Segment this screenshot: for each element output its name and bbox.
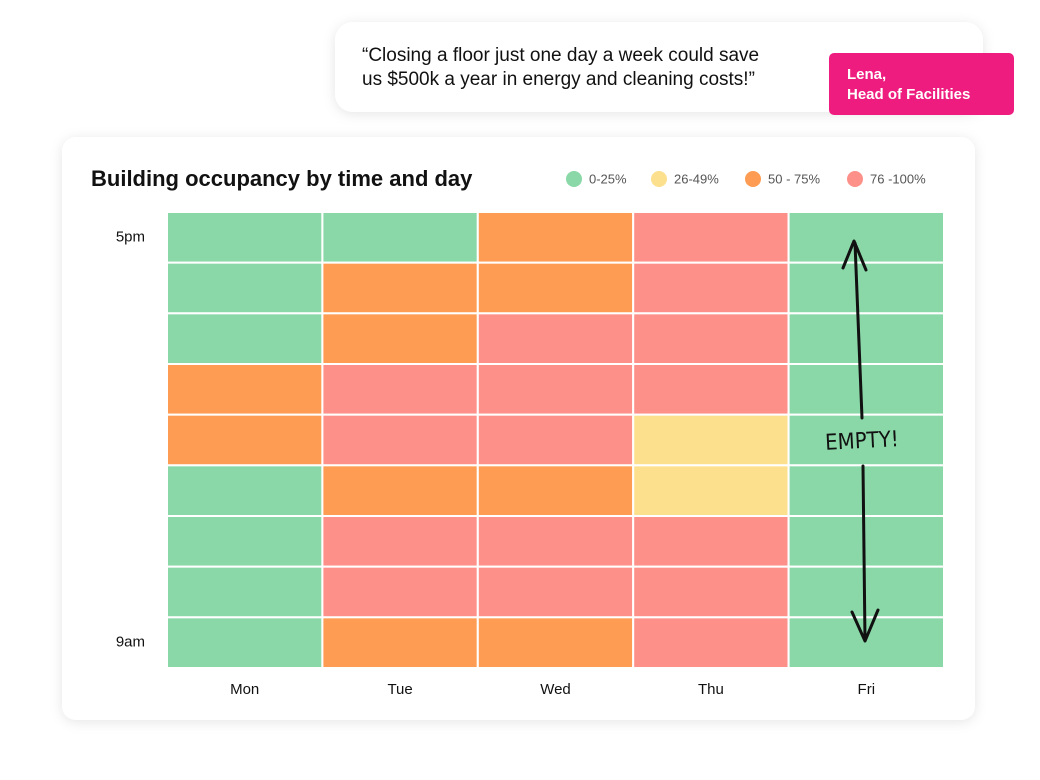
heatmap-cell [476,312,635,366]
heatmap-cell [321,616,479,669]
x-tick-label: Wed [540,681,571,698]
heatmap-cell [632,565,790,619]
heatmap-cell [476,261,635,315]
heatmap-cell [166,363,324,416]
heatmap-cell [321,211,479,264]
heatmap-cell [321,312,479,366]
legend-label: 50 - 75% [768,171,820,186]
arrow-down [850,464,880,643]
heatmap-cell [787,211,945,264]
arrow-up [841,239,868,420]
heatmap-cell [321,413,479,467]
heatmap-cell [476,211,635,264]
legend-label: 0-25% [589,171,627,186]
legend: 0-25% 26-49% 50 - 75% 76 -100% [566,171,926,187]
heatmap-cell [321,515,479,568]
x-tick-label: Thu [698,681,724,698]
heatmap-cell [166,312,324,366]
quote-line: us $500k a year in energy and cleaning c… [362,69,755,90]
heatmap-cell [787,413,945,467]
attribution-line: Lena, [847,66,886,83]
heatmap-cell [476,565,635,619]
heatmap-cell [166,261,324,315]
heatmap-cell [632,211,790,264]
heatmap-cell [632,515,790,568]
heatmap [166,211,945,669]
x-tick-label: Fri [858,681,876,698]
heatmap-cell [476,464,635,518]
attribution-tag [829,53,1014,115]
legend-swatch [847,171,863,187]
heatmap-cell [321,464,479,518]
annotation: EMPTY! [825,427,900,456]
heatmap-cell [166,413,324,467]
quote-line: “Closing a floor just one day a week cou… [362,45,759,66]
legend-swatch [566,171,582,187]
legend-swatch [651,171,667,187]
heatmap-cell [166,464,324,518]
quote-bubble [335,22,983,112]
heatmap-cell [476,616,635,669]
heatmap-cell [321,363,479,416]
y-tick-label: 5pm [116,228,145,245]
heatmap-cell [321,565,479,619]
y-tick-label: 9am [116,634,145,651]
x-tick-label: Mon [230,681,259,698]
attribution-line: Head of Facilities [847,86,970,103]
heatmap-cell [476,515,635,568]
heatmap-cell [321,261,479,315]
annotation-arrows [841,239,880,643]
heatmap-cell [632,413,790,467]
legend-label: 26-49% [674,171,719,186]
heatmap-cell [476,363,635,416]
heatmap-cell [787,565,945,619]
heatmap-cell [632,261,790,315]
heatmap-cell [166,211,324,264]
legend-swatch [745,171,761,187]
heatmap-cell [787,515,945,568]
chart-title: Building occupancy by time and day [91,166,473,191]
heatmap-cell [166,616,324,669]
heatmap-cell [476,413,635,467]
legend-label: 76 -100% [870,171,926,186]
heatmap-cell [632,363,790,416]
heatmap-cell [632,312,790,366]
heatmap-cell [632,464,790,518]
x-tick-label: Tue [387,681,412,698]
heatmap-cell [787,464,945,518]
heatmap-cell [166,565,324,619]
heatmap-cell [787,363,945,416]
axis-labels: 5pm 9am Mon Tue Wed Thu Fri [116,228,875,698]
heatmap-cell [787,312,945,366]
heatmap-cell [166,515,324,568]
heatmap-cell [632,616,790,669]
